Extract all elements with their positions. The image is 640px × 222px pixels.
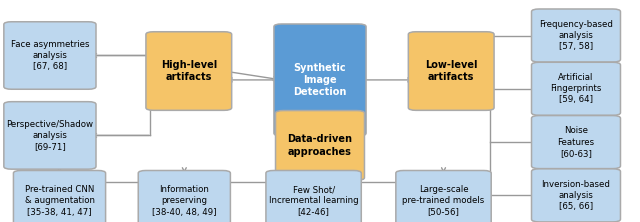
FancyBboxPatch shape xyxy=(274,24,366,136)
FancyBboxPatch shape xyxy=(275,111,365,180)
FancyBboxPatch shape xyxy=(13,170,106,222)
FancyBboxPatch shape xyxy=(138,170,230,222)
Text: Pre-trained CNN
& augmentation
[35-38, 41, 47]: Pre-trained CNN & augmentation [35-38, 4… xyxy=(24,185,95,216)
Text: Inversion-based
analysis
[65, 66]: Inversion-based analysis [65, 66] xyxy=(541,180,611,211)
FancyBboxPatch shape xyxy=(266,170,361,222)
FancyBboxPatch shape xyxy=(4,102,96,169)
Text: Data-driven
approaches: Data-driven approaches xyxy=(287,134,353,157)
Text: High-level
artifacts: High-level artifacts xyxy=(161,60,217,82)
Text: Low-level
artifacts: Low-level artifacts xyxy=(425,60,477,82)
FancyBboxPatch shape xyxy=(408,32,494,110)
Text: Perspective/Shadow
analysis
[69-71]: Perspective/Shadow analysis [69-71] xyxy=(6,120,93,151)
Text: Information
preserving
[38-40, 48, 49]: Information preserving [38-40, 48, 49] xyxy=(152,185,216,216)
Text: Artificial
Fingerprints
[59, 64]: Artificial Fingerprints [59, 64] xyxy=(550,73,602,104)
FancyBboxPatch shape xyxy=(146,32,232,110)
FancyBboxPatch shape xyxy=(531,62,621,115)
FancyBboxPatch shape xyxy=(531,9,621,62)
FancyBboxPatch shape xyxy=(396,170,492,222)
Text: Face asymmetries
analysis
[67, 68]: Face asymmetries analysis [67, 68] xyxy=(11,40,89,71)
FancyBboxPatch shape xyxy=(531,115,621,169)
Text: Noise
Features
[60-63]: Noise Features [60-63] xyxy=(557,127,595,158)
Text: Synthetic
Image
Detection: Synthetic Image Detection xyxy=(293,63,347,97)
FancyBboxPatch shape xyxy=(531,169,621,222)
FancyBboxPatch shape xyxy=(4,22,96,89)
Text: Large-scale
pre-trained models
[50-56]: Large-scale pre-trained models [50-56] xyxy=(403,185,484,216)
Text: Few Shot/
Incremental learning
[42-46]: Few Shot/ Incremental learning [42-46] xyxy=(269,185,358,216)
Text: Frequency-based
analysis
[57, 58]: Frequency-based analysis [57, 58] xyxy=(539,20,613,51)
